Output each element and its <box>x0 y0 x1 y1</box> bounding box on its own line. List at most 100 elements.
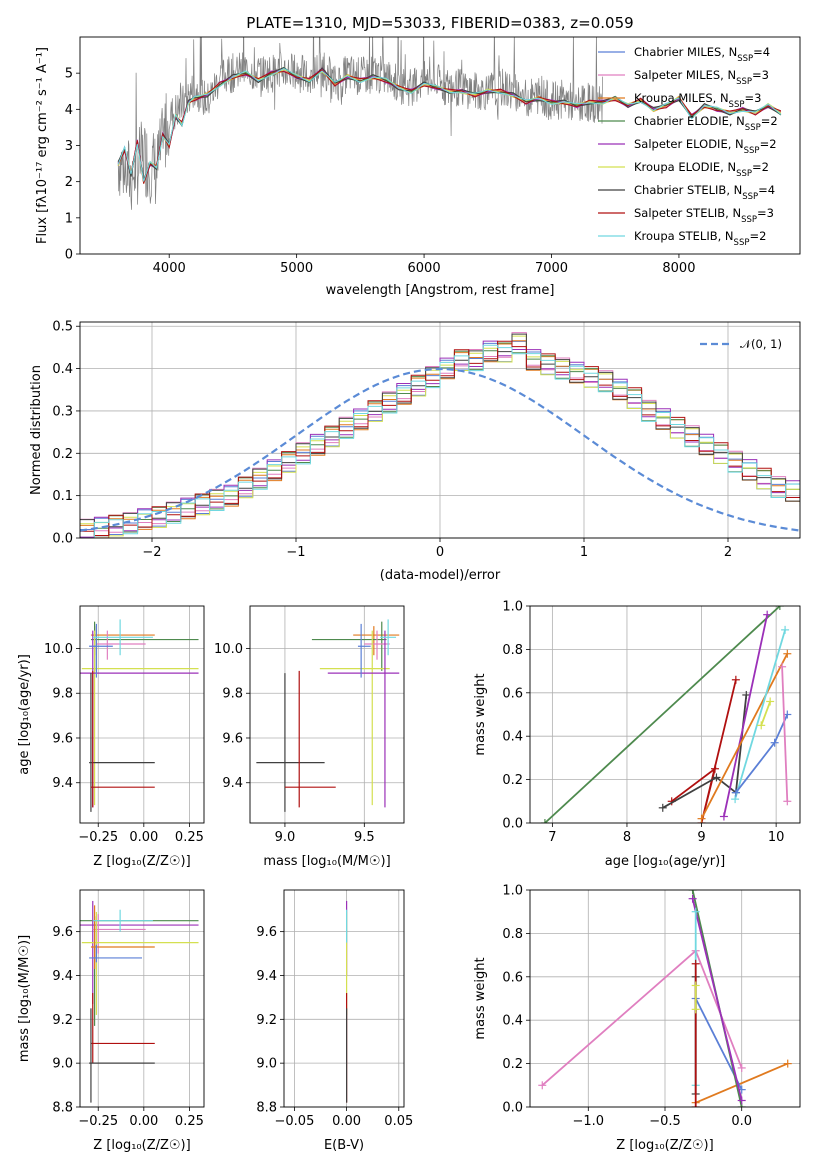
x-tick-label: 10 <box>768 830 785 845</box>
y-tick-label: 4 <box>65 103 73 118</box>
panel-2: −2 −1 0 1 2 0.0 0.1 0.2 0.3 0.4 0.5 (data-model)/er… <box>29 320 801 583</box>
x-axis-label: (data-model)/error <box>380 568 501 583</box>
axes-frame <box>529 605 801 824</box>
y-tick-label: 0.2 <box>52 447 73 462</box>
plot-area <box>80 332 800 538</box>
legend-label: Salpeter ELODIE, NSSP=2 <box>634 137 777 156</box>
legend-label: Chabrier STELIB, NSSP=4 <box>634 183 775 202</box>
y-tick-label: 2 <box>65 175 73 190</box>
x-tick-label: 4000 <box>153 261 186 276</box>
x-tick-label: 7 <box>548 830 556 845</box>
weight-line <box>760 701 772 726</box>
y-tick-label: 0.4 <box>502 730 523 745</box>
weight-line <box>544 606 781 823</box>
plot-area <box>538 890 792 1107</box>
legend-label: Kroupa ELODIE, NSSP=2 <box>634 160 769 179</box>
y-tick-label: 9.2 <box>256 1013 277 1028</box>
y-axis-label: Flux [fλ10⁻¹⁷ erg cm⁻² s⁻¹ A⁻¹] <box>35 47 50 244</box>
y-tick-label: 9.6 <box>222 731 243 746</box>
legend-label: Chabrier MILES, NSSP=4 <box>634 45 770 64</box>
y-axis-label: mass weight <box>473 673 488 755</box>
y-tick-label: 0.5 <box>52 320 73 335</box>
x-tick-label: −0.25 <box>78 830 118 845</box>
y-tick-label: 0 <box>65 248 73 263</box>
y-tick-label: 0.2 <box>502 1057 523 1072</box>
panel-5: 7 8 9 10 0.0 0.2 0.4 0.6 0.8 1.0 age [log₁₀(age/yr… <box>473 600 801 869</box>
y-tick-label: 0.1 <box>52 489 73 504</box>
axes-frame <box>283 889 405 1108</box>
model-line <box>117 69 782 184</box>
x-tick-label: 9 <box>697 830 705 845</box>
axes-frame <box>79 321 801 539</box>
y-tick-label: 9.8 <box>52 687 73 702</box>
panel-6: −0.25 0.00 0.25 8.8 9.0 9.2 9.4 9.6 Z [log₁₀(Z/Z… <box>17 889 205 1153</box>
y-axis-label: mass weight <box>473 957 488 1039</box>
y-tick-label: 0.4 <box>52 362 73 377</box>
y-tick-label: 0.6 <box>502 686 523 701</box>
y-tick-label: 9.2 <box>52 1013 73 1028</box>
x-tick-label: −0.5 <box>649 1114 681 1129</box>
weight-line <box>700 653 789 820</box>
y-tick-label: 0.0 <box>502 817 523 832</box>
x-axis-label: Z [log₁₀(Z/Z☉)] <box>93 854 190 869</box>
weight-line <box>723 614 769 817</box>
normal-curve <box>80 367 800 532</box>
y-tick-label: 9.8 <box>222 687 243 702</box>
y-tick-label: 9.4 <box>256 969 277 984</box>
x-tick-label: 0.25 <box>175 1114 204 1129</box>
model-line <box>117 68 782 182</box>
observed-spectrum-line <box>117 37 603 210</box>
y-tick-label: 0.6 <box>502 970 523 985</box>
axes-frame <box>529 889 801 1108</box>
y-tick-label: 8.8 <box>256 1101 277 1116</box>
y-tick-label: 10.0 <box>214 642 243 657</box>
x-axis-label: mass [log₁₀(M/M☉)] <box>263 854 390 869</box>
x-tick-label: −0.05 <box>275 1114 315 1129</box>
x-tick-label: 0.00 <box>129 830 158 845</box>
x-tick-label: 8 <box>623 830 631 845</box>
y-tick-label: 9.6 <box>52 731 73 746</box>
y-tick-label: 3 <box>65 139 73 154</box>
plot-area <box>80 900 199 1103</box>
weight-line <box>671 679 737 823</box>
weight-line <box>695 1062 789 1104</box>
y-tick-label: 9.0 <box>52 1057 73 1072</box>
legend-label: Chabrier ELODIE, NSSP=2 <box>634 114 778 133</box>
x-tick-label: −2 <box>142 545 161 560</box>
axes-frame <box>79 605 205 824</box>
x-tick-label: 0.05 <box>384 1114 413 1129</box>
y-axis-label: mass [log₁₀(M/M☉)] <box>17 935 32 1062</box>
legend-label: Salpeter MILES, NSSP=3 <box>634 68 769 87</box>
y-tick-label: 8.8 <box>52 1101 73 1116</box>
weight-line <box>781 666 789 802</box>
x-axis-label: Z [log₁₀(Z/Z☉)] <box>93 1138 190 1153</box>
y-tick-label: 5 <box>65 67 73 82</box>
axes-frame <box>79 36 801 255</box>
y-tick-label: 1.0 <box>502 884 523 899</box>
histogram-step <box>80 333 800 537</box>
x-tick-label: 5000 <box>280 261 313 276</box>
x-axis-label: Z [log₁₀(Z/Z☉)] <box>616 1138 713 1153</box>
x-tick-label: −1.0 <box>573 1114 605 1129</box>
x-tick-label: 0.00 <box>129 1114 158 1129</box>
y-tick-label: 0.0 <box>502 1101 523 1116</box>
y-tick-label: 1 <box>65 211 73 226</box>
panel-8: −1.0 −0.5 0.0 0.0 0.2 0.4 0.6 0.8 1.0 Z [log₁₀(Z/… <box>473 884 801 1153</box>
y-tick-label: 9.4 <box>52 776 73 791</box>
y-tick-label: 0.8 <box>502 643 523 658</box>
legend-label: Salpeter STELIB, NSSP=3 <box>634 206 774 225</box>
x-tick-label: 8000 <box>662 261 695 276</box>
x-axis-label: wavelength [Angstrom, rest frame] <box>326 283 555 298</box>
y-tick-label: 0.4 <box>502 1014 523 1029</box>
legend-label: 𝒩(0, 1) <box>740 337 782 351</box>
panel-3: −0.25 0.00 0.25 9.4 9.6 9.8 10.0 Z [log₁₀(Z/Z☉)… <box>17 605 205 869</box>
plot-area <box>256 619 400 812</box>
weight-line <box>734 629 786 800</box>
y-tick-label: 0.8 <box>502 927 523 942</box>
y-axis-label: age [log₁₀(age/yr)] <box>17 654 32 775</box>
x-tick-label: −0.25 <box>78 1114 118 1129</box>
weight-line <box>691 898 743 1101</box>
weight-line <box>662 694 748 809</box>
panel-4: 9.0 9.5 9.4 9.6 9.8 10.0 mass [log₁₀(M/M☉)] <box>214 605 405 869</box>
x-tick-label: 0.00 <box>332 1114 361 1129</box>
